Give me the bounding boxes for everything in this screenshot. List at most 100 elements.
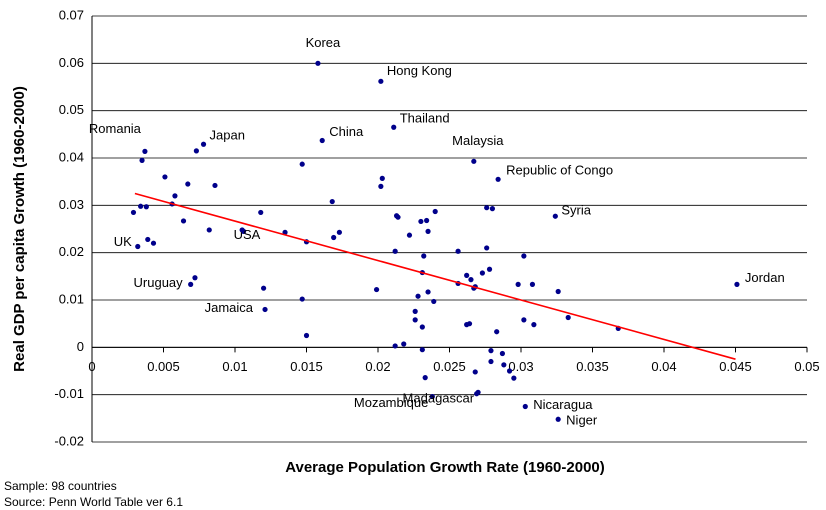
y-tick-label: 0.06 xyxy=(59,55,84,70)
point xyxy=(422,375,428,381)
point-label: Romania xyxy=(89,121,142,136)
point xyxy=(162,174,168,180)
point xyxy=(488,348,494,354)
y-tick-label: 0.01 xyxy=(59,291,84,306)
point xyxy=(531,322,537,328)
point xyxy=(392,248,398,254)
point xyxy=(261,285,267,291)
point xyxy=(145,236,151,243)
point xyxy=(484,205,490,211)
point xyxy=(379,175,385,181)
point xyxy=(515,281,521,287)
point xyxy=(373,286,380,293)
point xyxy=(484,245,490,251)
point xyxy=(432,208,438,215)
x-tick-label: 0.04 xyxy=(651,359,676,374)
note: Source: Penn World Table ver 6.1 xyxy=(4,495,183,509)
point xyxy=(303,332,310,339)
point xyxy=(315,60,321,66)
y-tick-label: -0.01 xyxy=(54,386,84,401)
point xyxy=(486,266,493,272)
point xyxy=(401,341,407,347)
point xyxy=(139,157,145,163)
point xyxy=(185,181,191,187)
point xyxy=(418,218,424,225)
x-tick-label: 0.005 xyxy=(147,359,180,374)
point xyxy=(511,375,517,381)
point-label: Japan xyxy=(210,128,245,143)
y-tick-label: 0 xyxy=(77,339,84,354)
point xyxy=(555,416,561,422)
point-label: Hong Kong xyxy=(387,63,452,78)
y-axis-title: Real GDP per capita Growth (1960-2000) xyxy=(11,86,28,372)
y-tick-label: -0.02 xyxy=(54,433,84,448)
point xyxy=(329,198,335,205)
point xyxy=(331,234,337,241)
point xyxy=(135,243,141,250)
point xyxy=(489,206,495,212)
point xyxy=(734,281,740,287)
x-tick-label: 0.045 xyxy=(719,359,752,374)
point xyxy=(200,141,207,147)
point-label: USA xyxy=(234,227,261,242)
point-label: Republic of Congo xyxy=(506,163,613,178)
point xyxy=(262,306,268,313)
x-tick-label: 0.05 xyxy=(794,359,819,374)
y-tick-label: 0.07 xyxy=(59,7,84,22)
point xyxy=(212,182,218,189)
x-tick-label: 0.01 xyxy=(222,359,247,374)
point xyxy=(474,391,480,397)
point xyxy=(180,218,187,224)
point xyxy=(336,229,342,235)
point-label: Uruguay xyxy=(134,275,184,290)
point-label: Syria xyxy=(561,203,591,218)
point xyxy=(412,317,418,323)
x-axis-title: Average Population Growth Rate (1960-200… xyxy=(285,459,605,476)
point xyxy=(552,213,558,219)
point xyxy=(522,403,528,410)
x-tick-label: 0.035 xyxy=(576,359,609,374)
point xyxy=(419,324,425,330)
point xyxy=(299,296,305,302)
point xyxy=(143,204,149,210)
note: Sample: 98 countries xyxy=(4,479,117,493)
point-label: China xyxy=(329,124,364,139)
point xyxy=(521,253,527,259)
point xyxy=(130,209,137,216)
point xyxy=(506,368,513,374)
point xyxy=(319,137,325,144)
point xyxy=(425,289,431,295)
point-label: Malaysia xyxy=(452,133,504,148)
point xyxy=(521,317,527,323)
point xyxy=(464,272,470,278)
point xyxy=(565,314,571,321)
point xyxy=(555,288,561,295)
point-label: Jordan xyxy=(745,270,785,285)
point xyxy=(378,78,384,84)
y-tick-label: 0.02 xyxy=(59,244,84,259)
point-label: Jamaica xyxy=(205,300,254,315)
point xyxy=(172,193,178,199)
point-label: Thailand xyxy=(400,111,450,126)
point xyxy=(488,358,494,365)
point xyxy=(412,308,418,314)
point xyxy=(406,232,413,238)
point xyxy=(466,321,473,327)
x-tick-label: 0.02 xyxy=(365,359,390,374)
point xyxy=(299,161,305,167)
point xyxy=(150,240,157,246)
point xyxy=(431,298,437,305)
y-tick-label: 0.04 xyxy=(59,149,84,164)
point xyxy=(378,183,384,189)
point-label: Madagascar xyxy=(403,391,475,406)
point xyxy=(499,350,506,357)
point-label: Korea xyxy=(306,35,341,50)
point xyxy=(429,393,435,400)
point-label: Niger xyxy=(566,413,598,428)
point xyxy=(415,293,421,299)
point xyxy=(392,343,398,349)
point xyxy=(188,281,194,287)
point xyxy=(455,248,461,254)
y-tick-label: 0.03 xyxy=(59,197,84,212)
